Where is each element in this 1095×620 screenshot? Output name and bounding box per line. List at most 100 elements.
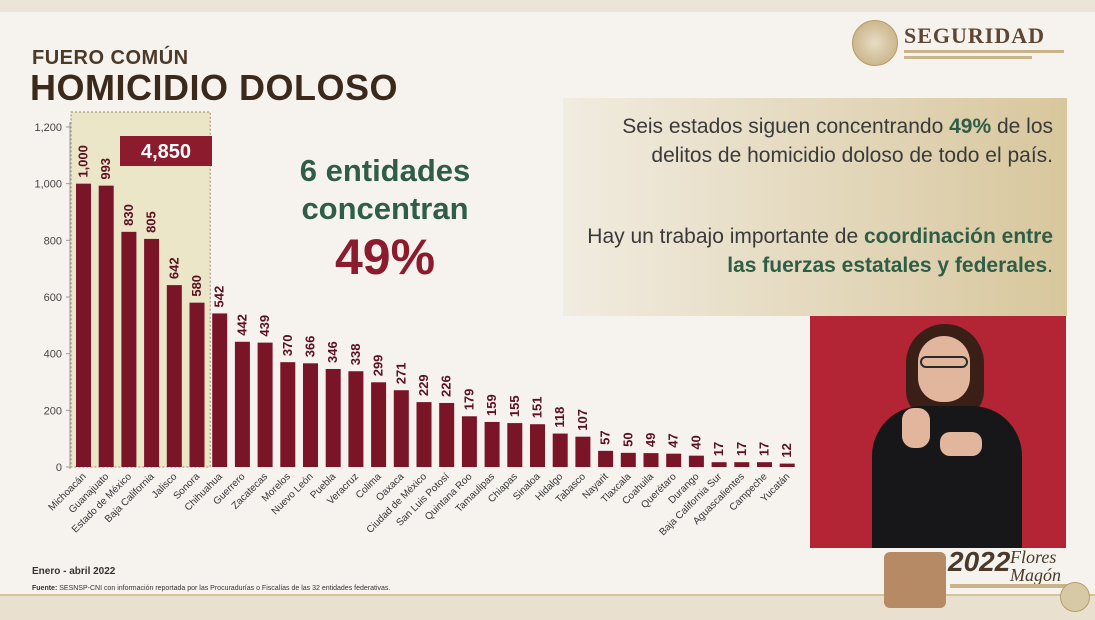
value-label: 1,000 bbox=[76, 145, 91, 178]
bar bbox=[121, 231, 137, 467]
value-label: 299 bbox=[371, 355, 386, 377]
y-tick-label: 200 bbox=[44, 405, 62, 417]
anniversary-name-1: Flores bbox=[1010, 547, 1057, 567]
bar bbox=[144, 238, 160, 467]
logo-subtitle-lines bbox=[904, 50, 1064, 60]
highlight-line-2: concentran bbox=[301, 191, 469, 226]
value-label: 47 bbox=[666, 433, 681, 447]
seal-icon bbox=[1060, 582, 1090, 612]
value-label: 830 bbox=[121, 204, 136, 226]
info-p1-text-end: de los delitos de homicidio doloso de to… bbox=[651, 115, 1053, 167]
period-note: Enero - abril 2022 bbox=[32, 566, 116, 577]
value-label: 229 bbox=[416, 374, 431, 396]
top-stripe bbox=[0, 0, 1095, 12]
highlight-line-1: 6 entidades bbox=[299, 153, 471, 188]
seguridad-logo: SEGURIDAD bbox=[852, 20, 1072, 70]
info-paragraph-2: Hay un trabajo importante de coordinació… bbox=[583, 222, 1053, 280]
page-title: HOMICIDIO DOLOSO bbox=[30, 67, 398, 108]
bar bbox=[234, 341, 250, 467]
bar bbox=[166, 285, 182, 467]
anniversary-year: 2022 bbox=[948, 546, 1011, 577]
info-p1-text: Seis estados siguen concentrando bbox=[622, 115, 950, 138]
bar bbox=[552, 433, 568, 467]
bar bbox=[439, 402, 455, 467]
info-panel: Seis estados siguen concentrando 49% de … bbox=[563, 98, 1067, 316]
value-label: 17 bbox=[757, 442, 772, 456]
value-label: 179 bbox=[461, 389, 476, 411]
bar bbox=[416, 402, 432, 467]
bar bbox=[371, 382, 387, 467]
value-label: 17 bbox=[711, 442, 726, 456]
value-label: 370 bbox=[280, 334, 295, 356]
bar bbox=[757, 462, 772, 467]
value-label: 366 bbox=[303, 336, 318, 358]
bar bbox=[212, 313, 228, 467]
highlight-area bbox=[70, 111, 211, 468]
sign-language-interpreter-video bbox=[810, 316, 1066, 548]
value-label: 271 bbox=[393, 363, 408, 385]
value-label: 155 bbox=[507, 395, 522, 417]
value-label: 57 bbox=[598, 430, 613, 444]
anniversary-subtitle-line bbox=[950, 584, 1070, 588]
bar bbox=[393, 390, 409, 467]
bar bbox=[280, 362, 296, 467]
value-label: 118 bbox=[552, 407, 567, 428]
value-label: 50 bbox=[620, 432, 635, 446]
value-label: 12 bbox=[779, 443, 794, 457]
value-label: 993 bbox=[98, 158, 113, 180]
y-tick-label: 400 bbox=[44, 349, 62, 361]
value-label: 580 bbox=[189, 275, 204, 297]
y-tick-label: 0 bbox=[56, 462, 62, 474]
homicide-bar-chart: 02004006008001,0001,2001,000Michoacán993… bbox=[34, 111, 795, 538]
bar bbox=[189, 302, 205, 467]
source-label: Fuente: bbox=[32, 585, 58, 592]
value-label: 439 bbox=[257, 315, 272, 337]
bar bbox=[779, 463, 795, 467]
bar bbox=[688, 455, 704, 467]
info-p2-bold: coordinación entre las fuerzas estatales… bbox=[727, 225, 1053, 277]
info-p2-text: Hay un trabajo importante de bbox=[587, 225, 864, 248]
bar bbox=[643, 453, 659, 467]
value-label: 442 bbox=[234, 314, 249, 336]
bar bbox=[734, 462, 750, 467]
value-label: 226 bbox=[439, 375, 454, 397]
value-label: 338 bbox=[348, 344, 363, 366]
value-label: 542 bbox=[212, 286, 227, 308]
total-box bbox=[120, 136, 212, 166]
portrait-icon bbox=[884, 552, 946, 608]
anniversary-name-2: Magón bbox=[1010, 565, 1061, 585]
bar bbox=[620, 452, 636, 467]
highlight-caption: 6 entidades concentran bbox=[262, 152, 508, 228]
info-p1-bold: 49% bbox=[949, 115, 992, 138]
bar bbox=[484, 421, 500, 467]
highlight-percent: 49% bbox=[334, 229, 436, 285]
info-p2-text-end: . bbox=[1047, 254, 1053, 277]
value-label: 151 bbox=[530, 397, 545, 419]
bar bbox=[257, 342, 273, 467]
bottom-divider bbox=[0, 594, 1095, 597]
section-subtitle: FUERO COMÚN bbox=[32, 47, 189, 69]
bar bbox=[348, 371, 364, 467]
y-tick-label: 1,000 bbox=[34, 179, 62, 191]
value-label: 49 bbox=[643, 433, 658, 447]
bar bbox=[325, 368, 341, 467]
bar bbox=[461, 416, 477, 467]
logo-text: SEGURIDAD bbox=[904, 23, 1046, 48]
seal-icon bbox=[852, 20, 898, 66]
bar bbox=[507, 423, 523, 467]
value-label: 159 bbox=[484, 394, 499, 416]
value-label: 805 bbox=[144, 211, 159, 233]
source-note: Fuente: SESNSP-CNI con información repor… bbox=[32, 585, 390, 592]
total-value: 4,850 bbox=[141, 141, 191, 163]
value-label: 17 bbox=[734, 442, 749, 456]
bar bbox=[530, 424, 545, 467]
value-label: 40 bbox=[688, 435, 703, 449]
value-label: 346 bbox=[325, 341, 340, 363]
anniversary-logo: 2022 Flores Magón bbox=[884, 546, 1074, 610]
bar bbox=[666, 453, 682, 467]
anniversary-name: Flores Magón bbox=[1010, 548, 1061, 584]
source-text: SESNSP-CNI con información reportada por… bbox=[57, 585, 391, 592]
bar bbox=[598, 450, 614, 467]
value-label: 642 bbox=[166, 257, 181, 279]
value-label: 107 bbox=[575, 409, 590, 431]
